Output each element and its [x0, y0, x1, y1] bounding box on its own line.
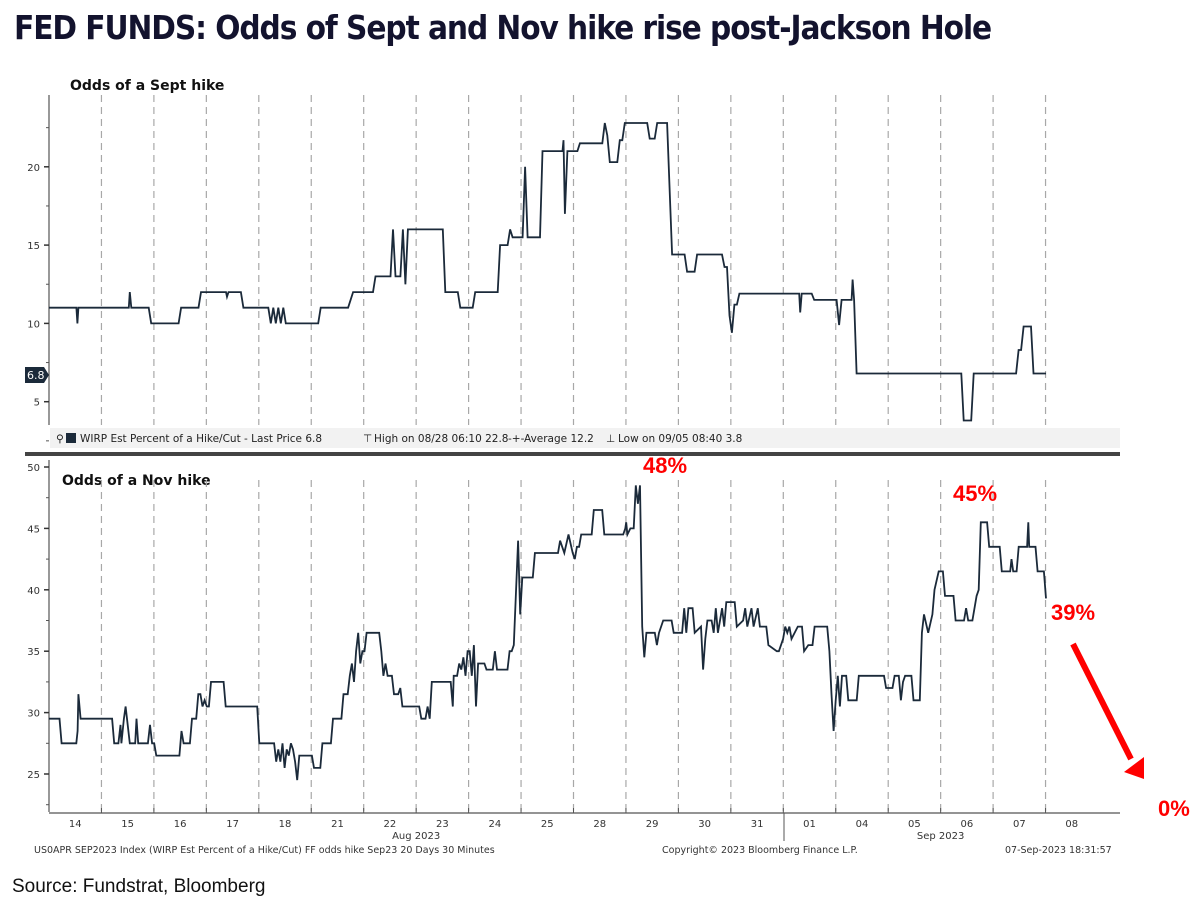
legend-high: High on 08/28 06:10 22.8 — [374, 433, 508, 445]
sept-gridlines — [100, 95, 1047, 425]
x-tick-label: 21 — [331, 819, 344, 830]
page-title: FED FUNDS: Odds of Sept and Nov hike ris… — [14, 8, 992, 47]
y-tick-label: 40 — [27, 586, 40, 597]
sept-y-axis: 5 10 15 20 — [27, 95, 50, 442]
source-note: Source: Fundstrat, Bloomberg — [12, 876, 266, 897]
y-tick-label: 50 — [27, 463, 40, 474]
x-tick-label: 14 — [69, 819, 82, 830]
x-axis-ticks: 14 15 16 17 18 21 22 23 24 25 28 29 30 31 01 04 05 06 07 08… — [69, 808, 1078, 842]
footer-index-description: US0APR SEP2023 Index (WIRP Est Percent o… — [34, 845, 495, 856]
y-tick-label: 10 — [27, 319, 40, 330]
nov-panel-title: Odds of a Nov hike — [62, 473, 211, 489]
legend-pin-icon: ⚲ — [56, 433, 64, 445]
y-tick-label: 30 — [27, 709, 40, 720]
last-price-tag: 6.8 — [25, 367, 49, 383]
footer-timestamp: 07-Sep-2023 18:31:57 — [1005, 845, 1112, 856]
legend-low: Low on 09/05 08:40 3.8 — [618, 433, 742, 445]
y-tick-label: 45 — [27, 524, 40, 535]
x-tick-label: 18 — [279, 819, 292, 830]
annotation-0: 0% — [1158, 796, 1190, 821]
x-tick-label: 16 — [174, 819, 187, 830]
x-tick-label: 15 — [121, 819, 134, 830]
y-tick-label: 20 — [27, 163, 40, 174]
annotation-48: 48% — [643, 453, 687, 478]
legend-series-label: WIRP Est Percent of a Hike/Cut - Last Pr… — [80, 433, 322, 445]
sept-legend-bar — [50, 428, 1120, 448]
sept-odds-line — [49, 122, 1046, 422]
y-tick-label: 15 — [27, 241, 40, 252]
x-tick-label: 01 — [803, 819, 816, 830]
legend-average-icon: -+- — [508, 433, 525, 445]
x-month-label: Aug 2023 — [392, 831, 440, 842]
x-tick-label: 28 — [593, 819, 606, 830]
x-tick-label: 22 — [384, 819, 397, 830]
x-tick-label: 04 — [856, 819, 869, 830]
nov-odds-line — [49, 485, 1047, 781]
x-tick-label: 17 — [226, 819, 239, 830]
last-price-value: 6.8 — [27, 369, 45, 382]
legend-average: Average 12.2 — [524, 433, 594, 445]
x-tick-label: 08 — [1065, 819, 1078, 830]
x-tick-label: 06 — [961, 819, 974, 830]
x-tick-label: 31 — [751, 819, 764, 830]
x-tick-label: 25 — [541, 819, 554, 830]
sept-legend: ⚲ WIRP Est Percent of a Hike/Cut - Last … — [56, 433, 742, 445]
x-tick-label: 30 — [698, 819, 711, 830]
x-month-label: Sep 2023 — [917, 831, 964, 842]
down-arrow-icon — [1070, 642, 1144, 779]
y-tick-label: 5 — [34, 398, 40, 409]
annotation-45: 45% — [953, 481, 997, 506]
sept-panel-title: Odds of a Sept hike — [70, 78, 224, 94]
nov-y-axis: 25 30 35 40 45 50 — [27, 460, 50, 812]
panel-divider — [25, 452, 1120, 456]
legend-high-icon: ⊤ — [363, 433, 372, 445]
x-tick-label: 05 — [908, 819, 921, 830]
nov-gridlines — [100, 480, 1047, 812]
y-tick-label: 35 — [27, 647, 40, 658]
y-tick-label: 25 — [27, 770, 40, 781]
legend-low-icon: ⊥ — [606, 433, 615, 445]
legend-swatch — [66, 433, 76, 443]
annotation-39: 39% — [1051, 600, 1095, 625]
footer-copyright: Copyright© 2023 Bloomberg Finance L.P. — [662, 845, 858, 856]
x-tick-label: 24 — [488, 819, 501, 830]
x-tick-label: 23 — [436, 819, 449, 830]
x-tick-label: 07 — [1013, 819, 1026, 830]
x-tick-label: 29 — [646, 819, 659, 830]
